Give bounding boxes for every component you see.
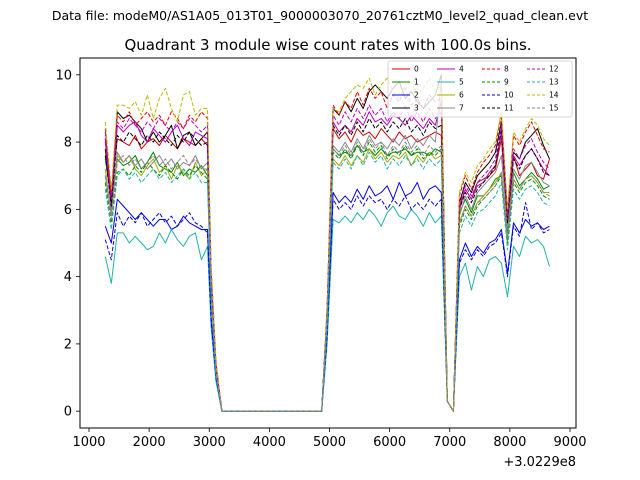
chart-title: Quadrant 3 module wise count rates with … xyxy=(124,36,531,54)
series-line-5 xyxy=(104,205,550,412)
series-line-4 xyxy=(104,101,550,412)
legend-label-2: 2 xyxy=(414,91,419,100)
legend-label-12: 12 xyxy=(549,65,559,74)
suptitle: Data file: modeM0/AS1A05_013T01_90000030… xyxy=(52,8,588,23)
legend-label-13: 13 xyxy=(549,78,559,87)
plot-frame xyxy=(79,57,577,429)
x-tick-label: 9000 xyxy=(553,435,586,450)
x-tick-label: 3000 xyxy=(193,435,226,450)
legend-label-8: 8 xyxy=(504,65,509,74)
series-line-10 xyxy=(104,195,550,412)
x-tick-label: 1000 xyxy=(72,435,105,450)
legend-label-11: 11 xyxy=(504,104,514,113)
legend-label-14: 14 xyxy=(549,91,559,100)
legend-label-6: 6 xyxy=(459,91,464,100)
series-line-11 xyxy=(104,118,550,412)
legend-label-10: 10 xyxy=(504,91,514,100)
y-tick-label: 4 xyxy=(64,270,72,285)
x-tick-label: 4000 xyxy=(253,435,286,450)
x-tick-label: 5000 xyxy=(313,435,346,450)
legend-label-3: 3 xyxy=(414,104,419,113)
series-line-3 xyxy=(104,74,550,412)
legend-label-15: 15 xyxy=(549,104,559,113)
y-tick-label: 8 xyxy=(64,136,72,151)
y-tick-label: 10 xyxy=(55,68,72,83)
x-axis: 1000 2000 3000 4000 5000 6000 7000 8000 9000 xyxy=(72,428,587,450)
series-line-9 xyxy=(104,141,550,412)
x-tick-label: 8000 xyxy=(493,435,526,450)
legend-label-4: 4 xyxy=(459,65,464,74)
legend-label-5: 5 xyxy=(459,78,464,87)
series-line-13 xyxy=(104,151,550,412)
y-tick-label: 2 xyxy=(64,337,72,352)
series-line-15 xyxy=(104,138,550,412)
legend-frame xyxy=(387,60,573,118)
legend-label-9: 9 xyxy=(504,78,509,87)
x-tick-label: 2000 xyxy=(133,435,166,450)
x-tick-label: 6000 xyxy=(373,435,406,450)
series-line-12 xyxy=(104,104,550,412)
y-axis: 0 2 4 6 8 10 xyxy=(55,68,80,420)
series-line-14 xyxy=(104,77,550,412)
plot-area: 1000 2000 3000 4000 5000 6000 7000 8000 9000 0 2 4… xyxy=(55,57,587,470)
y-tick-label: 6 xyxy=(64,203,72,218)
x-tick-label: 7000 xyxy=(433,435,466,450)
legend-label-0: 0 xyxy=(414,65,419,74)
series-line-7 xyxy=(104,81,550,412)
legend-label-7: 7 xyxy=(459,104,464,113)
x-offset-label: +3.0229e8 xyxy=(503,455,576,470)
series-group xyxy=(104,74,550,412)
legend-label-1: 1 xyxy=(414,78,419,87)
y-tick-label: 0 xyxy=(64,405,72,420)
series-line-8 xyxy=(104,87,550,412)
series-line-2 xyxy=(104,182,550,412)
